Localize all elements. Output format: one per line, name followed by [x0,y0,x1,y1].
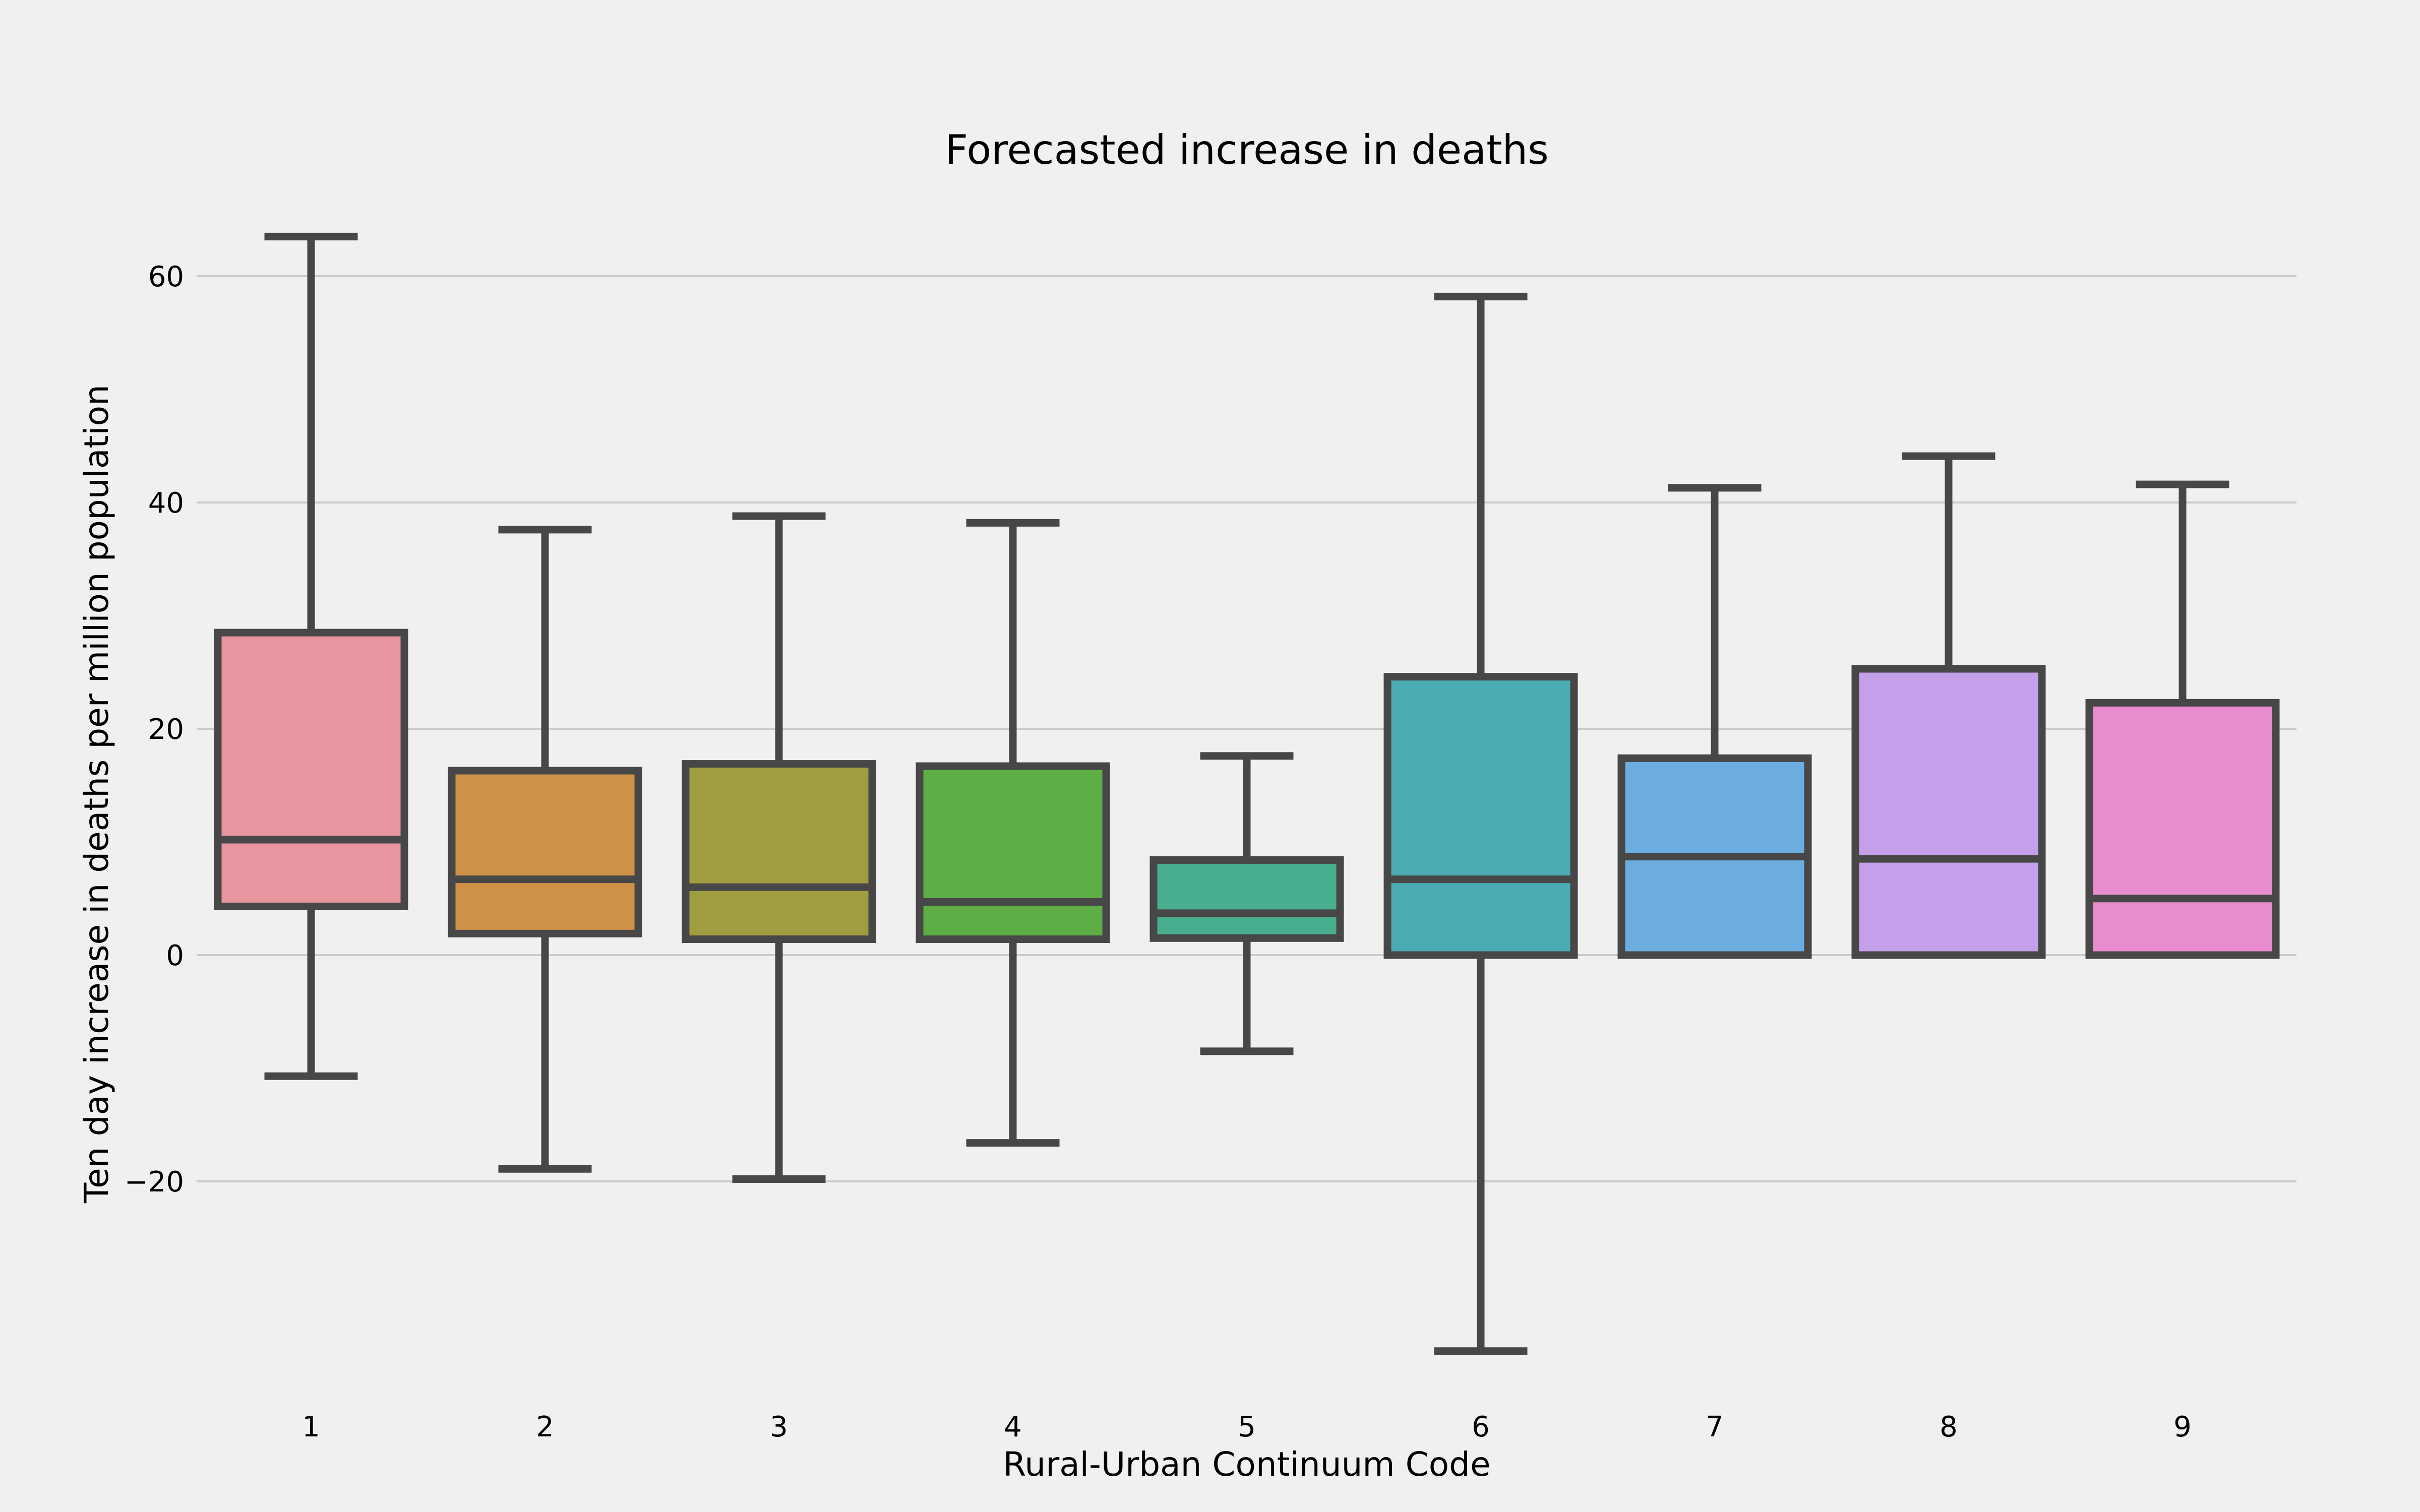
box-group-2 [448,526,642,1173]
y-tick-label: −20 [125,1166,184,1199]
y-tick-label: 0 [166,939,184,972]
box [682,760,876,943]
box [1383,673,1578,959]
x-tick-label: 2 [536,1411,554,1443]
x-tick-labels: 1 2 3 4 5 6 7 8 9 [302,1411,2192,1443]
box [214,628,408,910]
box-group-9 [2085,480,2280,959]
box-group-3 [682,512,876,1183]
y-axis-label: Ten day increase in deaths per million p… [77,385,116,1204]
x-tick-label: 9 [2173,1411,2192,1443]
x-tick-label: 3 [770,1411,788,1443]
x-tick-label: 6 [1472,1411,1490,1443]
box [448,767,642,937]
box-group-6 [1383,292,1578,1355]
y-tick-label: 40 [148,487,184,520]
x-tick-label: 5 [1238,1411,1256,1443]
boxes [214,232,2280,1355]
box-group-8 [1851,452,2046,959]
x-axis-label: Rural-Urban Continuum Code [1003,1445,1490,1484]
box [1851,665,2046,959]
box [2085,699,2280,959]
box [1150,856,1344,942]
box-group-7 [1617,484,1812,959]
y-tick-label: 20 [148,713,184,746]
x-tick-label: 8 [1940,1411,1958,1443]
x-tick-label: 4 [1004,1411,1022,1443]
box [916,762,1110,943]
chart-title: Forecasted increase in deaths [945,127,1549,173]
y-tick-label: 60 [148,261,184,293]
box-group-1 [214,232,408,1080]
y-tick-labels: −20 0 20 40 60 [125,261,184,1199]
x-tick-label: 1 [302,1411,320,1443]
box-group-5 [1150,752,1344,1055]
box-group-4 [916,519,1110,1147]
x-tick-label: 7 [1706,1411,1724,1443]
